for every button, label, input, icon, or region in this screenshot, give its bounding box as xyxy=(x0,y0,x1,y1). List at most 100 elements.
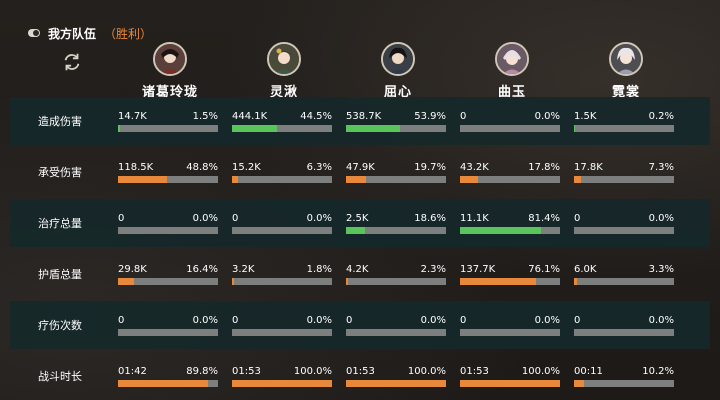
stat-cell: 01:53 100.0% xyxy=(346,352,446,400)
stat-bar-fill xyxy=(346,380,446,387)
stat-bar xyxy=(118,278,218,285)
stat-value: 444.1K xyxy=(232,111,268,122)
hero-avatar[interactable] xyxy=(381,42,415,76)
stat-bar xyxy=(346,125,446,132)
stat-percent: 100.0% xyxy=(293,366,332,377)
row-label: 战斗时长 xyxy=(38,370,82,383)
stat-percent: 100.0% xyxy=(407,366,446,377)
stat-cell: 00:11 10.2% xyxy=(574,352,674,400)
stat-bar-fill xyxy=(460,380,560,387)
stat-percent: 48.8% xyxy=(186,162,218,173)
stat-cell: 01:53 100.0% xyxy=(460,352,560,400)
stat-row-shield: 护盾总量 29.8K 16.4% 3.2K 1.8% 4.2K 2.3% 137… xyxy=(10,250,710,298)
stat-cell: 0 0.0% xyxy=(574,199,674,247)
stat-bar xyxy=(346,278,446,285)
stat-cell: 6.0K 3.3% xyxy=(574,250,674,298)
portrait-icon xyxy=(269,44,299,74)
stat-cell: 3.2K 1.8% xyxy=(232,250,332,298)
stat-cell: 2.5K 18.6% xyxy=(346,199,446,247)
stat-percent: 1.8% xyxy=(306,264,332,275)
stat-cell: 0 0.0% xyxy=(118,301,218,349)
stat-value: 00:11 xyxy=(574,366,603,377)
stat-bar xyxy=(346,227,446,234)
stat-cell: 0 0.0% xyxy=(574,301,674,349)
stat-value: 118.5K xyxy=(118,162,154,173)
stat-bar-fill xyxy=(232,380,332,387)
stat-bar xyxy=(346,380,446,387)
hero-avatar[interactable] xyxy=(153,42,187,76)
stat-percent: 10.2% xyxy=(642,366,674,377)
team-header: 我方队伍 （胜利） xyxy=(28,24,152,42)
row-label: 护盾总量 xyxy=(38,268,82,281)
stat-value: 14.7K xyxy=(118,111,147,122)
stat-bar-fill xyxy=(118,278,135,285)
stat-cell: 0 0.0% xyxy=(460,97,560,145)
stat-value: 01:53 xyxy=(346,366,375,377)
stat-percent: 76.1% xyxy=(528,264,560,275)
hero-column-4[interactable]: 曲玉 xyxy=(457,42,567,100)
stat-percent: 0.0% xyxy=(306,213,332,224)
stat-bar xyxy=(346,329,446,336)
stat-bar xyxy=(232,380,332,387)
stat-bar xyxy=(460,176,560,183)
stat-cell: 0 0.0% xyxy=(232,301,332,349)
stat-bar-fill xyxy=(346,278,349,285)
stat-bar-fill xyxy=(460,278,537,285)
stat-percent: 0.0% xyxy=(648,315,674,326)
hero-column-5[interactable]: 霓裳 xyxy=(571,42,681,100)
stat-percent: 0.0% xyxy=(192,315,218,326)
stat-bar xyxy=(346,176,446,183)
stat-bar xyxy=(460,329,560,336)
stat-percent: 89.8% xyxy=(186,366,218,377)
stat-percent: 19.7% xyxy=(414,162,446,173)
hero-column-3[interactable]: 屈心 xyxy=(343,42,453,100)
stat-bar xyxy=(460,125,560,132)
hero-avatar[interactable] xyxy=(267,42,301,76)
stat-bar xyxy=(232,176,332,183)
stat-cell: 137.7K 76.1% xyxy=(460,250,560,298)
stat-value: 0 xyxy=(232,315,239,326)
toggle-icon[interactable] xyxy=(28,29,40,37)
stat-value: 0 xyxy=(460,315,467,326)
stat-bar-fill xyxy=(346,227,365,234)
portrait-icon xyxy=(611,44,641,74)
row-label: 承受伤害 xyxy=(38,166,82,179)
stat-bar-fill xyxy=(574,176,582,183)
stat-cell: 118.5K 48.8% xyxy=(118,148,218,196)
hero-name: 屈心 xyxy=(383,85,412,100)
stat-row-healing: 治疗总量 0 0.0% 0 0.0% 2.5K 18.6% 11.1K 81.4… xyxy=(10,199,710,247)
stat-cell: 0 0.0% xyxy=(232,199,332,247)
stat-percent: 2.3% xyxy=(420,264,446,275)
stat-cell: 01:42 89.8% xyxy=(118,352,218,400)
stat-row-damage-taken: 承受伤害 118.5K 48.8% 15.2K 6.3% 47.9K 19.7%… xyxy=(10,148,710,196)
stat-bar-fill xyxy=(232,278,234,285)
stat-value: 137.7K xyxy=(460,264,496,275)
stat-bar-fill xyxy=(118,125,120,132)
stat-cell: 29.8K 16.4% xyxy=(118,250,218,298)
hero-name: 曲玉 xyxy=(497,85,526,100)
stat-bar xyxy=(460,227,560,234)
stat-value: 01:53 xyxy=(460,366,489,377)
portrait-icon xyxy=(383,44,413,74)
stat-value: 0 xyxy=(574,315,581,326)
hero-avatar[interactable] xyxy=(495,42,529,76)
refresh-button[interactable] xyxy=(60,50,84,74)
hero-avatar[interactable] xyxy=(609,42,643,76)
stat-percent: 1.5% xyxy=(192,111,218,122)
stat-bar xyxy=(118,380,218,387)
stat-value: 17.8K xyxy=(574,162,603,173)
stat-cell: 538.7K 53.9% xyxy=(346,97,446,145)
stat-value: 01:42 xyxy=(118,366,147,377)
stat-bar-fill xyxy=(574,278,578,285)
hero-column-2[interactable]: 灵湫 xyxy=(229,42,339,100)
stat-cell: 11.1K 81.4% xyxy=(460,199,560,247)
hero-column-1[interactable]: 诸葛玲珑 xyxy=(115,42,225,100)
stat-bar xyxy=(460,278,560,285)
stat-bar-fill xyxy=(118,380,208,387)
stat-value: 538.7K xyxy=(346,111,382,122)
stat-percent: 6.3% xyxy=(306,162,332,173)
stat-value: 29.8K xyxy=(118,264,147,275)
row-label: 造成伤害 xyxy=(38,115,82,128)
stat-value: 6.0K xyxy=(574,264,597,275)
stat-percent: 81.4% xyxy=(528,213,560,224)
